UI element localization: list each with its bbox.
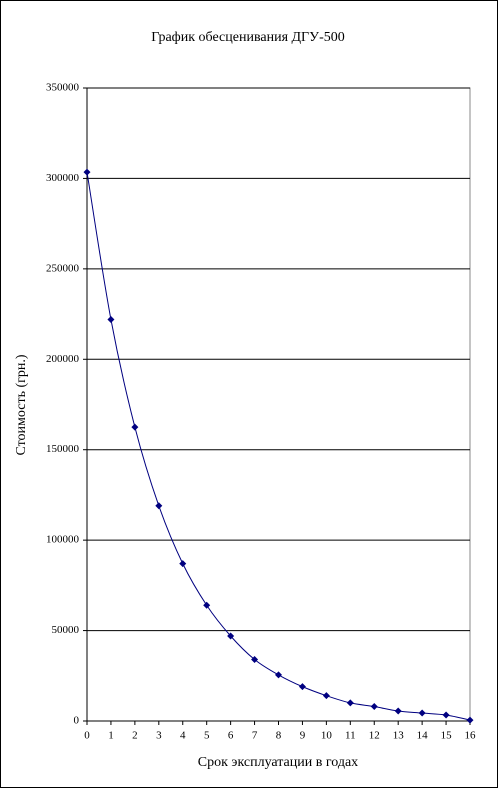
x-tick-label: 16 bbox=[465, 730, 477, 742]
x-tick-label: 10 bbox=[321, 730, 333, 742]
data-point bbox=[155, 502, 163, 510]
x-tick-label: 7 bbox=[252, 730, 258, 742]
data-point bbox=[370, 703, 378, 711]
data-point bbox=[394, 707, 402, 715]
x-tick-label: 14 bbox=[417, 730, 429, 742]
x-tick-label: 15 bbox=[441, 730, 453, 742]
y-tick-label: 350000 bbox=[46, 82, 80, 94]
y-tick-label: 250000 bbox=[46, 262, 80, 274]
x-tick-label: 12 bbox=[369, 730, 380, 742]
y-tick-label: 200000 bbox=[46, 353, 80, 365]
data-point bbox=[203, 601, 211, 609]
data-point bbox=[83, 168, 91, 176]
x-axis-title: Срок эксплуатации в годах bbox=[198, 755, 358, 770]
y-tick-label: 150000 bbox=[46, 443, 80, 455]
data-point bbox=[275, 671, 282, 679]
y-tick-label: 50000 bbox=[52, 624, 80, 636]
x-tick-label: 6 bbox=[228, 730, 234, 742]
data-point bbox=[298, 683, 306, 691]
y-tick-label: 100000 bbox=[46, 534, 80, 546]
x-tick-label: 13 bbox=[393, 730, 405, 742]
data-point bbox=[107, 315, 115, 323]
x-tick-label: 11 bbox=[345, 730, 356, 742]
y-tick-label: 0 bbox=[74, 715, 80, 727]
x-tick-label: 1 bbox=[108, 730, 114, 742]
chart-title: График обесценивания ДГУ-500 bbox=[151, 30, 344, 45]
data-point bbox=[466, 716, 474, 724]
data-point bbox=[418, 709, 426, 717]
data-point bbox=[131, 423, 139, 431]
x-tick-label: 5 bbox=[204, 730, 210, 742]
x-tick-label: 4 bbox=[180, 730, 186, 742]
x-tick-label: 0 bbox=[84, 730, 90, 742]
x-tick-label: 8 bbox=[276, 730, 282, 742]
data-point bbox=[322, 692, 330, 700]
x-tick-label: 9 bbox=[300, 730, 306, 742]
data-point bbox=[346, 699, 354, 707]
data-point bbox=[442, 711, 450, 719]
y-axis-title: Стоимость (грн.) bbox=[14, 354, 29, 455]
data-point bbox=[251, 656, 259, 664]
x-tick-label: 3 bbox=[156, 730, 162, 742]
x-tick-label: 2 bbox=[132, 730, 138, 742]
data-point bbox=[179, 560, 187, 568]
y-tick-label: 300000 bbox=[46, 172, 80, 184]
data-point bbox=[227, 632, 235, 640]
